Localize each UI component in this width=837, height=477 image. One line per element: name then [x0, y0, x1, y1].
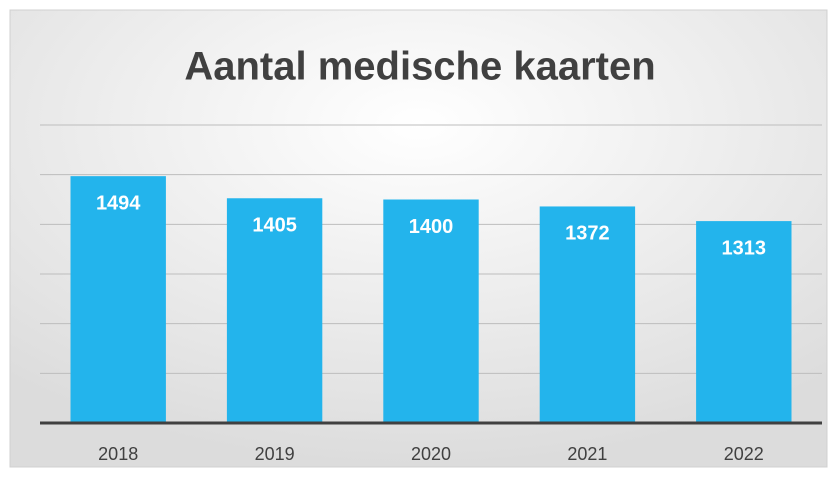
bar: [70, 176, 166, 423]
x-tick-label: 2019: [255, 444, 295, 464]
bar: [226, 198, 323, 423]
bar: [383, 199, 479, 423]
x-tick-label: 2020: [411, 444, 451, 464]
bar: [539, 206, 636, 423]
bar: [696, 221, 792, 423]
data-label: 1313: [722, 237, 767, 259]
data-label: 1405: [252, 215, 297, 237]
chart-title: Aantal medische kaarten: [184, 45, 655, 89]
x-tick-label: 2022: [724, 444, 764, 464]
data-label: 1400: [409, 216, 454, 238]
x-tick-label: 2018: [98, 444, 138, 464]
data-label: 1372: [565, 223, 610, 245]
x-tick-label: 2021: [567, 444, 607, 464]
data-label: 1494: [96, 192, 141, 214]
